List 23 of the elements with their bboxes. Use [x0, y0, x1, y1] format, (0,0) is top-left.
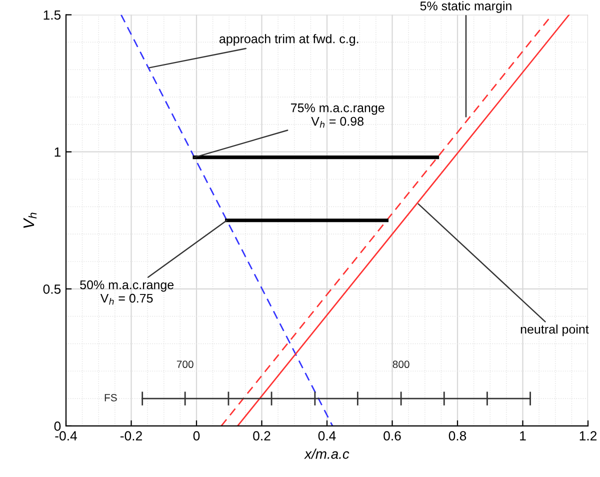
annotation: 50% m.a.c.range V$_{h}$ = 0.75 — [80, 280, 174, 305]
annotation: FS — [104, 394, 117, 402]
x-tick-label: 0.6 — [384, 431, 401, 441]
y-tick-label: 0.5 — [43, 284, 61, 294]
x-tick-label: 0.4 — [318, 431, 336, 441]
annotation: 75% m.a.c.range V$_{h}$ = 0.98 — [290, 103, 384, 128]
annotation: approach trim at fwd. c.g. — [219, 34, 358, 46]
x-tick-label: -0.2 — [120, 431, 142, 441]
x-tick-label: -0.4 — [55, 431, 77, 441]
annotation: 5% static margin — [420, 1, 512, 13]
y-tick-label: 1.5 — [44, 10, 61, 20]
annotation: 700 — [176, 360, 194, 368]
x-tick-label: 1 — [520, 431, 526, 440]
annotation: 800 — [392, 360, 410, 368]
x-tick-label: 0.2 — [253, 431, 270, 441]
y-tick-label: 1 — [54, 148, 60, 157]
y-tick-label: 0 — [54, 422, 61, 431]
x-axis-title: x/m.a.c — [304, 448, 350, 459]
annotation: neutral point — [520, 324, 589, 336]
x-tick-label: 0.8 — [448, 431, 466, 441]
x-tick-label: 1.2 — [580, 431, 597, 440]
x-tick-label: 0 — [193, 431, 200, 441]
y-axis-title: V$_{h}$ — [24, 212, 37, 228]
